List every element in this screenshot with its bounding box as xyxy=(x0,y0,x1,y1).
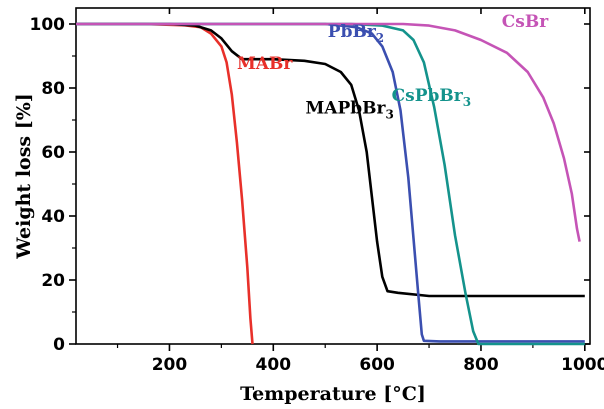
series-label-cspbbr3: CsPbBr3 xyxy=(392,86,471,109)
y-tick-label: 100 xyxy=(30,15,66,35)
x-tick-label: 800 xyxy=(463,355,499,375)
series-labels: MABr MAPbBr3 PbBr2 CsPbBr3 CsBr xyxy=(237,12,549,121)
y-tick-label: 40 xyxy=(41,207,65,227)
y-tick-label: 80 xyxy=(41,79,65,99)
series-line-csbr xyxy=(76,22,581,242)
series-label-pbbr2: PbBr2 xyxy=(328,22,384,45)
x-tick-label: 1000 xyxy=(561,355,604,375)
y-axis-title: Weight loss [%] xyxy=(13,93,35,260)
y-tick-label: 60 xyxy=(41,143,65,163)
x-tick-label: 200 xyxy=(152,355,188,375)
series-line-pbbr2 xyxy=(76,22,585,343)
series-line-mabr xyxy=(76,22,254,345)
series-line-cspbbr3 xyxy=(76,22,585,346)
series-label-csbr: CsBr xyxy=(502,12,549,32)
y-tick-label: 0 xyxy=(53,335,65,355)
plot-frame xyxy=(75,7,591,345)
x-axis-title: Temperature [°C] xyxy=(240,383,426,405)
y-tick-label: 20 xyxy=(41,271,65,291)
series-label-mabr: MABr xyxy=(237,54,293,74)
series-label-mapbbr3: MAPbBr3 xyxy=(305,99,393,122)
x-tick-label: 600 xyxy=(359,355,395,375)
series-lines xyxy=(76,22,585,346)
x-tick-label: 400 xyxy=(256,355,292,375)
series-line-mapbbr3 xyxy=(76,22,585,298)
